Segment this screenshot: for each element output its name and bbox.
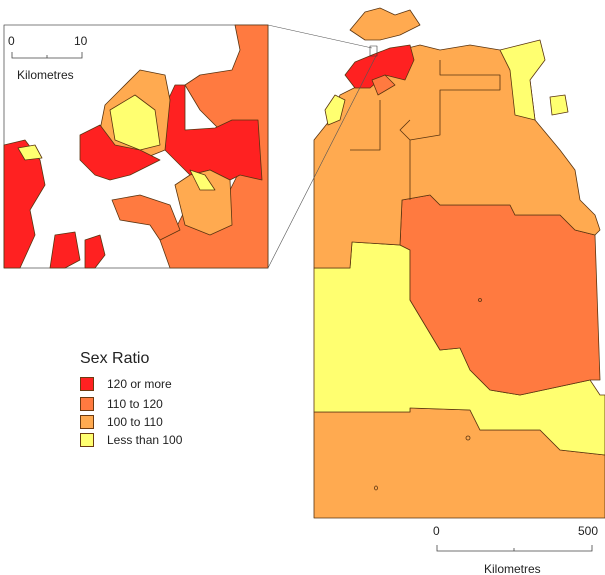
main-scale-bar bbox=[436, 545, 593, 552]
legend-swatch bbox=[80, 377, 94, 391]
inset-south-orange bbox=[111, 194, 181, 241]
legend-label: 100 to 110 bbox=[107, 415, 163, 429]
legend-title: Sex Ratio bbox=[80, 350, 150, 367]
inset-scale-bar bbox=[11, 52, 83, 59]
region-daly-orange bbox=[371, 74, 396, 96]
inset-yellow-east bbox=[189, 169, 216, 191]
legend-swatch bbox=[80, 415, 94, 429]
main-scale-end: 500 bbox=[578, 524, 599, 538]
legend-label: 110 to 120 bbox=[107, 397, 163, 411]
region-northeast-yellow bbox=[499, 39, 546, 121]
region-tiwi-yellow bbox=[324, 94, 346, 126]
legend-label: 120 or more bbox=[107, 377, 172, 391]
inset-scale-end: 10 bbox=[74, 34, 88, 48]
inset-scale-unit: Kilometres bbox=[17, 68, 74, 82]
region-darwin-red bbox=[344, 44, 415, 89]
legend-item: 100 to 110 bbox=[80, 415, 163, 429]
legend-label: Less than 100 bbox=[107, 433, 183, 447]
legend-swatch bbox=[80, 433, 94, 447]
inset-scale-start: 0 bbox=[8, 34, 15, 48]
region-groote-yellow bbox=[549, 94, 569, 116]
inset-yellow-west bbox=[17, 144, 43, 161]
inset-palmerston-red bbox=[79, 124, 161, 181]
region-arnhem-north bbox=[349, 7, 421, 41]
main-scale-start: 0 bbox=[433, 524, 440, 538]
inset-central-red bbox=[164, 84, 263, 181]
inset-suburbs-yellow bbox=[109, 94, 161, 151]
legend-swatch bbox=[80, 397, 94, 411]
main-scale-unit: Kilometres bbox=[484, 562, 541, 575]
legend-item: 110 to 120 bbox=[80, 397, 163, 411]
inset-southwest-red bbox=[49, 231, 106, 269]
legend-item: Less than 100 bbox=[80, 433, 182, 447]
legend-item: 120 or more bbox=[80, 377, 172, 391]
